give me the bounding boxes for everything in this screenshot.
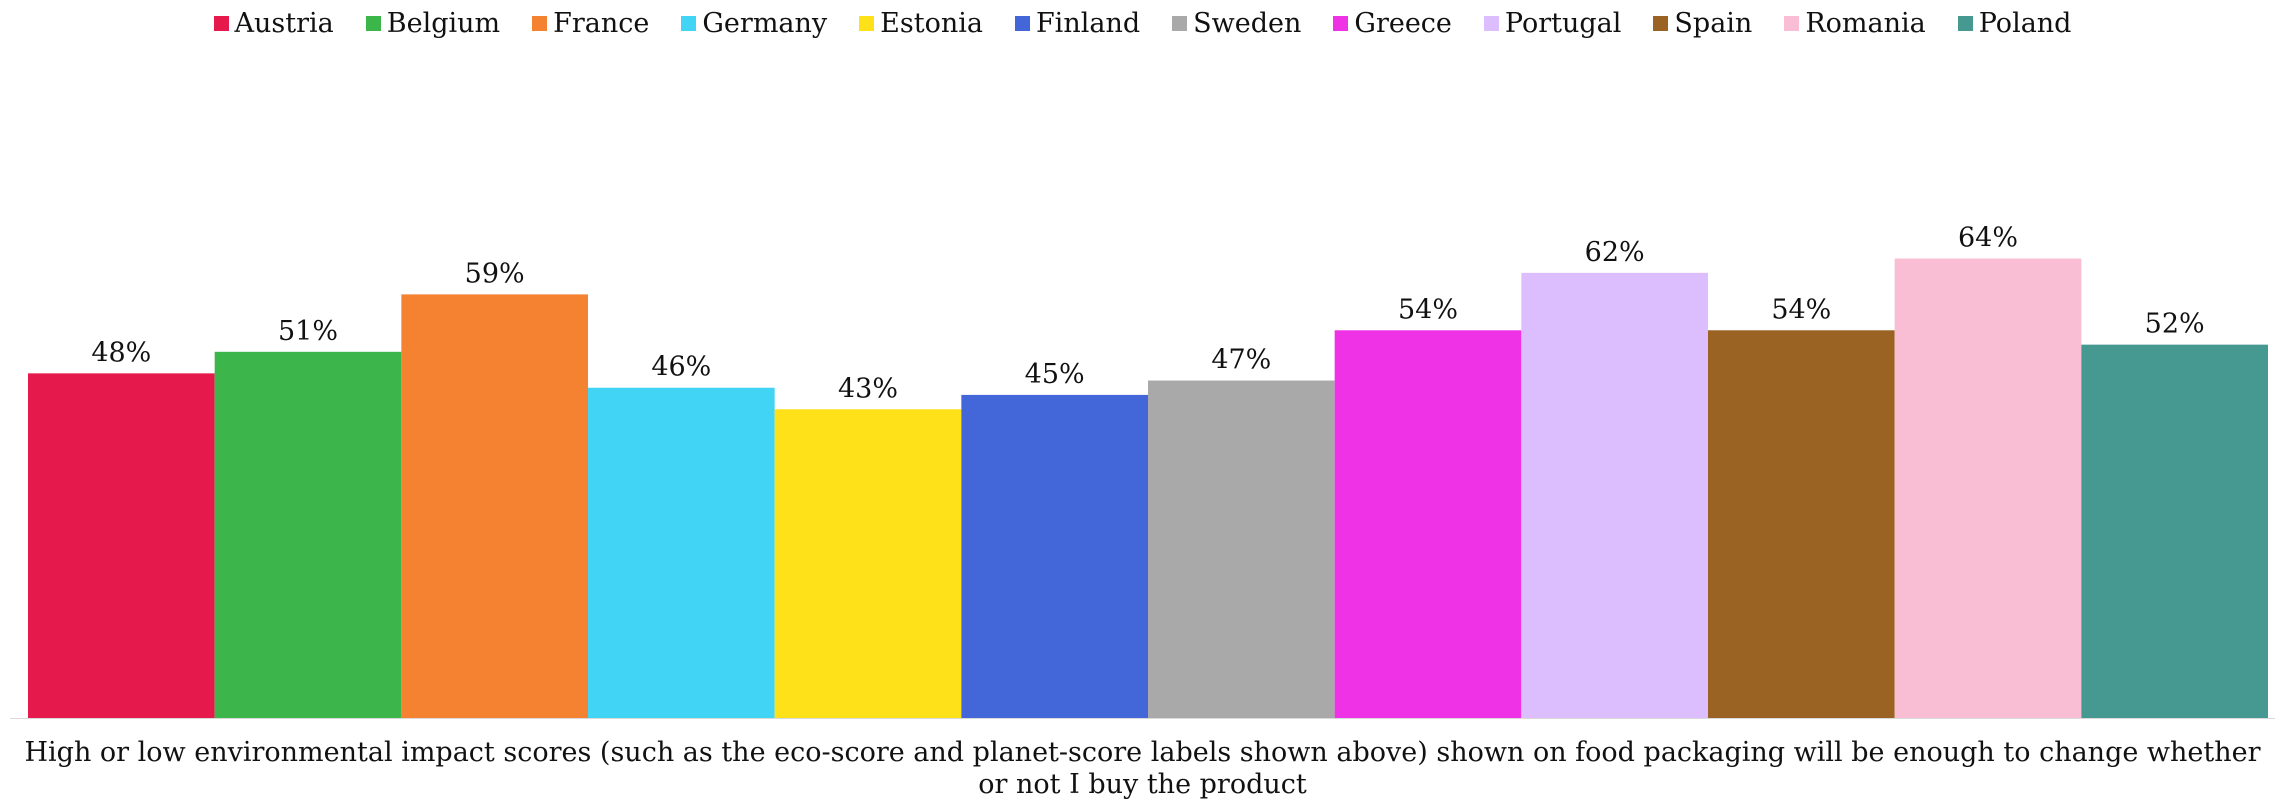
legend-swatch [859, 15, 875, 31]
legend-item-finland: Finland [1014, 7, 1141, 39]
bar-belgium [214, 351, 402, 718]
data-label-finland: 45% [1025, 359, 1085, 390]
data-label-estonia: 43% [838, 373, 898, 404]
legend: Austria Belgium France Germany Estonia Finlan… [0, 4, 2285, 42]
bar-spain [1708, 330, 1895, 718]
bars-group [28, 258, 2268, 718]
legend-label: Germany [702, 7, 828, 39]
bar-sweden [1148, 380, 1335, 718]
legend-swatch [681, 15, 697, 31]
legend-swatch [213, 15, 229, 31]
bar-austria [28, 373, 215, 718]
value-labels-group: 48% 51% 59% 46% 43% 45% 47% 54% 62% 54% 64% 52% [91, 222, 2204, 404]
legend-item-greece: Greece [1333, 8, 1452, 39]
legend-label: Portugal [1504, 7, 1622, 39]
data-label-austria: 48% [91, 337, 151, 368]
legend-label: Spain [1674, 7, 1753, 39]
legend-item-france: France [532, 8, 649, 39]
legend-swatch [532, 15, 548, 31]
data-label-spain: 54% [1771, 294, 1831, 325]
legend-item-poland: Poland [1957, 7, 2072, 39]
legend-item-portugal: Portugal [1483, 7, 1622, 39]
bar-greece [1334, 330, 1522, 718]
bar-germany [588, 387, 775, 718]
x-axis-label-text: High or low environmental impact scores … [24, 737, 2261, 800]
legend-label: Greece [1354, 7, 1452, 39]
legend-label: Estonia [880, 7, 983, 39]
data-label-belgium: 51% [278, 316, 338, 347]
legend-label: Austria [234, 7, 334, 39]
legend-item-belgium: Belgium [365, 7, 501, 39]
legend-item-sweden: Sweden [1172, 8, 1301, 39]
legend-label: Sweden [1193, 7, 1302, 39]
bar-estonia [774, 409, 962, 718]
legend-item-estonia: Estonia [859, 8, 983, 39]
legend-item-austria: Austria [213, 7, 334, 39]
legend-label: Belgium [386, 7, 501, 39]
data-label-sweden: 47% [1211, 345, 1271, 376]
bar-romania [1894, 258, 2082, 718]
legend-item-romania: Romania [1784, 7, 1926, 39]
legend-swatch [1172, 15, 1188, 31]
data-label-france: 59% [465, 258, 525, 289]
legend-swatch [1333, 15, 1349, 31]
data-label-germany: 46% [651, 352, 711, 383]
data-label-greece: 54% [1398, 294, 1458, 325]
legend-swatch [365, 15, 381, 31]
x-axis-label: High or low environmental impact scores … [0, 737, 2285, 801]
legend-label: France [553, 7, 650, 39]
legend-label: Poland [1978, 7, 2072, 39]
legend-item-germany: Germany [681, 8, 827, 39]
legend-item-spain: Spain [1653, 8, 1752, 39]
bar-finland [961, 394, 1148, 718]
legend-swatch [1957, 15, 1973, 31]
legend-label: Finland [1035, 7, 1141, 39]
bar-france [401, 294, 588, 718]
legend-label: Romania [1805, 7, 1926, 39]
bar-portugal [1521, 272, 1708, 718]
bar-poland [2081, 344, 2268, 718]
legend-swatch [1483, 15, 1499, 31]
legend-swatch [1014, 15, 1030, 31]
legend-swatch [1784, 15, 1800, 31]
legend-swatch [1653, 15, 1669, 31]
plot-area-bottom-border [10, 718, 2275, 719]
data-label-portugal: 62% [1585, 237, 1645, 268]
data-label-romania: 64% [1958, 222, 2018, 253]
data-label-poland: 52% [2145, 309, 2205, 340]
